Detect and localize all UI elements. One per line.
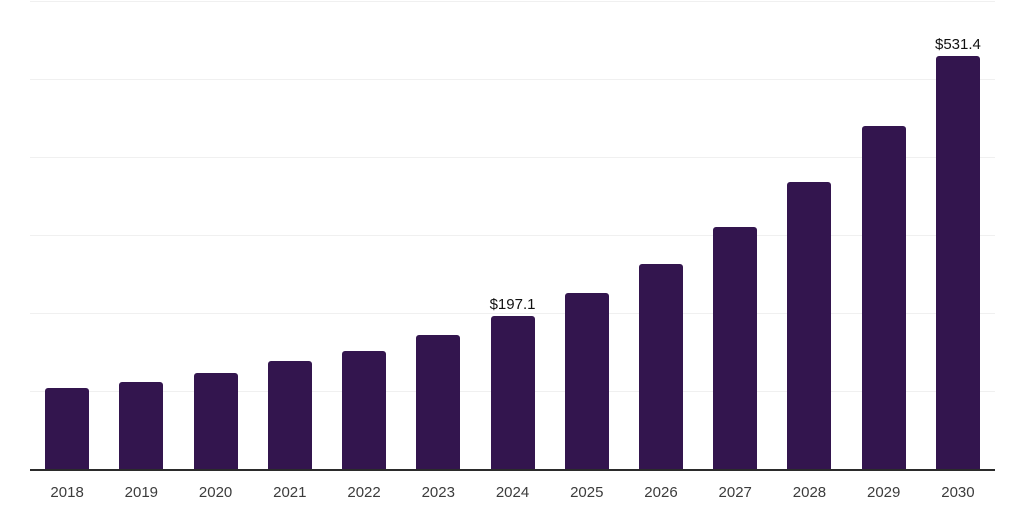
bars: $197.1 $531.4	[30, 2, 995, 470]
bar-2018	[45, 388, 90, 470]
bar-2020	[193, 372, 238, 470]
bar-2021	[267, 361, 312, 470]
bar-2024: $197.1	[490, 296, 535, 470]
gridline-400	[30, 157, 995, 159]
bar-2023	[416, 334, 461, 470]
value-label-2030: $531.4	[934, 35, 981, 53]
x-axis-line	[30, 469, 995, 471]
bar-2025	[564, 293, 609, 470]
x-axis-label-2020: 2020	[198, 484, 233, 501]
x-axis-label-2028: 2028	[792, 484, 827, 501]
bar-2022	[342, 350, 387, 470]
x-axis-label-2027: 2027	[718, 484, 752, 501]
x-axis-label-2030: 2030	[941, 484, 975, 501]
bar-slot-2030: $531.4	[921, 2, 995, 470]
bar-slot-2027	[698, 2, 772, 470]
x-axis-label-2029: 2029	[867, 484, 901, 501]
x-axis-label-2018: 2018	[50, 484, 84, 501]
bar-slot-2020	[178, 2, 252, 470]
x-axis-labels: 2018 2019 2020 2021 2022 2023 2024 2025 2026 2027…	[30, 484, 995, 502]
x-axis-label-2019: 2019	[124, 484, 159, 501]
bar-2030: $531.4	[935, 36, 981, 470]
gridline-300	[30, 235, 995, 236]
gridline-500	[30, 79, 995, 80]
x-axis-label-2021: 2021	[273, 484, 307, 501]
x-axis-label-2026: 2026	[644, 484, 678, 501]
x-axis-label-2024: 2024	[495, 484, 530, 501]
bar-2029	[861, 126, 906, 470]
plot-area: $197.1 $531.4	[30, 1, 995, 471]
bar-slot-2029	[847, 2, 921, 470]
bar-slot-2022	[327, 2, 401, 470]
bar-2027	[713, 227, 758, 470]
bar-slot-2025	[550, 2, 624, 470]
x-axis-label-2022: 2022	[347, 484, 381, 501]
bar-slot-2023	[401, 2, 475, 470]
bar-slot-2021	[253, 2, 327, 470]
bar-slot-2018	[30, 2, 104, 470]
bar-slot-2024: $197.1	[475, 2, 549, 470]
bar-2019	[119, 382, 164, 470]
bar-slot-2019	[104, 2, 178, 470]
bar-2026	[638, 264, 683, 470]
bar-slot-2026	[624, 2, 698, 470]
bar-2028	[787, 182, 832, 470]
gridline-200	[30, 313, 995, 315]
x-axis-label-2025: 2025	[570, 484, 604, 501]
gridline-600	[30, 1, 995, 2]
value-label-2024: $197.1	[489, 296, 536, 314]
bar-slot-2028	[772, 2, 846, 470]
x-axis-label-2023: 2023	[421, 484, 455, 501]
